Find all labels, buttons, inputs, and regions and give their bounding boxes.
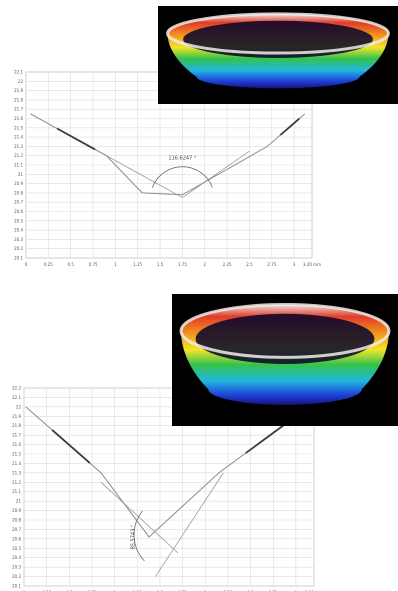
x-tick-label: 0.5 (68, 262, 75, 267)
y-tick-label: 20.7 (14, 200, 23, 205)
y-tick-label: 20.5 (12, 546, 21, 551)
y-tick-label: 21.7 (12, 433, 21, 438)
y-tick-label: 20.2 (14, 246, 23, 251)
fit-line-right (155, 472, 224, 577)
fit-segment-right (279, 118, 300, 136)
x-tick-label: 2.75 (267, 262, 276, 267)
y-tick-label: 21.5 (12, 452, 21, 457)
bowl-inner-shadow (183, 20, 373, 58)
x-tick-label: 2.5 (246, 262, 253, 267)
y-tick-label: 20.2 (12, 574, 21, 579)
y-tick-label: 21.4 (12, 461, 21, 466)
y-tick-label: 21.9 (12, 414, 21, 419)
x-tick-label: 0.25 (44, 262, 53, 267)
y-tick-label: 21.2 (12, 480, 21, 485)
y-tick-label: 21.3 (14, 144, 23, 149)
y-tick-label: 20.6 (12, 536, 21, 541)
y-tick-label: 20.9 (12, 508, 21, 513)
fit-line-left (100, 481, 179, 554)
y-tick-label: 21.8 (14, 97, 23, 102)
y-tick-label: 20.5 (14, 218, 23, 223)
angle-arc (133, 510, 145, 562)
x-tick-label: 3.20 mm (303, 262, 321, 267)
y-tick-label: 20.4 (14, 228, 23, 233)
y-tick-label: 20.9 (14, 181, 23, 186)
bowl-rim (179, 303, 391, 359)
y-tick-label: 21.5 (14, 125, 23, 130)
y-tick-label: 21.3 (12, 470, 21, 475)
y-tick-label: 21.4 (14, 135, 23, 140)
y-tick-label: 20.1 (14, 256, 23, 261)
x-tick-label: 3 (293, 262, 296, 267)
x-tick-label: 1 (114, 262, 117, 267)
chart-panel-bottom: 00.250.50.7511.251.51.7522.252.52.7533.2… (0, 290, 398, 591)
y-tick-label: 20.4 (12, 555, 21, 560)
y-tick-label: 20.6 (14, 209, 23, 214)
fit-line-left (92, 147, 183, 198)
y-tick-label: 22.1 (14, 70, 23, 75)
y-tick-label: 21.6 (12, 442, 21, 447)
angle-label: 116.6247 ° (168, 156, 196, 162)
y-tick-label: 20.3 (12, 565, 21, 570)
y-tick-label: 21.9 (14, 88, 23, 93)
fit-segment-left (51, 429, 91, 464)
y-tick-label: 21.6 (14, 116, 23, 121)
fit-line-right (182, 150, 250, 198)
y-tick-label: 20.3 (14, 237, 23, 242)
x-tick-label: 2 (203, 262, 206, 267)
y-tick-label: 21.7 (14, 107, 23, 112)
bowl-rim (166, 12, 390, 55)
y-tick-label: 21 (18, 172, 24, 177)
chart-panel-top: 0 0.25 0.5 0.75 1 1.25 1.5 1.75 2 2.25 2.5 2.75 3 3.2… (0, 0, 398, 290)
y-tick-label: 20.8 (14, 190, 23, 195)
profile-chart-bottom: 00.250.50.7511.251.51.7522.252.52.7533.2… (12, 294, 398, 591)
y-tick-label: 22.2 (12, 386, 21, 391)
y-tick-label: 21.2 (14, 153, 23, 158)
y-tick-label: 20.7 (12, 527, 21, 532)
x-tick-label: 2.25 (223, 262, 232, 267)
y-tick-label: 21.8 (12, 423, 21, 428)
y-tick-label: 22.1 (12, 395, 21, 400)
x-tick-label: 1.25 (133, 262, 142, 267)
fit-segment-left (56, 127, 96, 151)
y-tick-label: 20.1 (12, 584, 21, 589)
fit-segment-right (245, 424, 285, 454)
x-tick-label: 1.5 (157, 262, 164, 267)
y-tick-label: 22 (18, 79, 24, 84)
x-tick-label: 0.75 (89, 262, 98, 267)
profile-chart-top: 0 0.25 0.5 0.75 1 1.25 1.5 1.75 2 2.25 2.5 2.75 3 3.2… (14, 6, 398, 267)
y-tick-label: 22 (16, 404, 22, 409)
bowl-inner-shadow (195, 313, 375, 364)
y-tick-label: 21.1 (14, 163, 23, 168)
y-tick-label: 21 (16, 499, 22, 504)
x-tick-label: 1.75 (178, 262, 187, 267)
angle-arc (152, 166, 213, 188)
angle-label: 85.5743 ° (130, 524, 136, 549)
y-tick-label: 20.8 (12, 518, 21, 523)
y-tick-label: 21.1 (12, 489, 21, 494)
x-tick-label: 0 (25, 262, 28, 267)
